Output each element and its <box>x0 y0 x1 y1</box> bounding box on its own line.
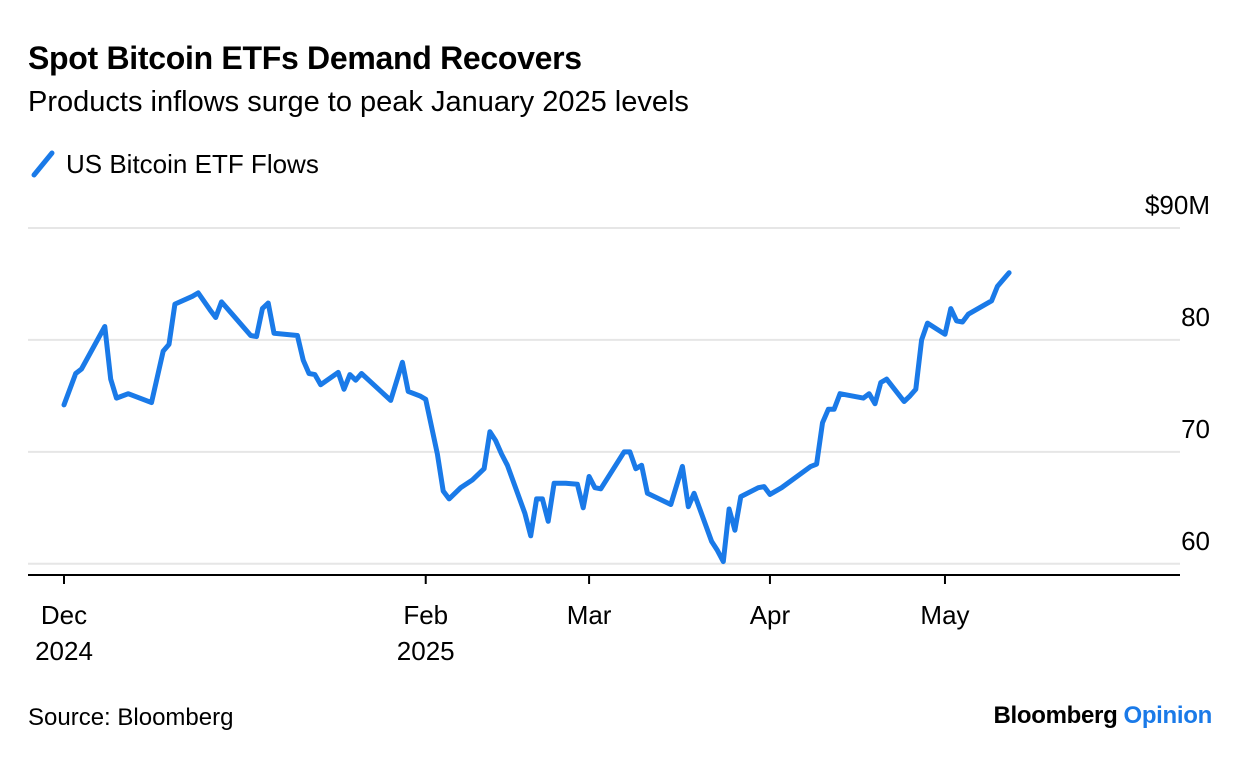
legend: US Bitcoin ETF Flows <box>30 148 319 180</box>
y-tick-label: 80 <box>1181 302 1210 332</box>
y-tick-label: $90M <box>1145 190 1210 220</box>
source-note: Source: Bloomberg <box>28 704 234 731</box>
chart-title: Spot Bitcoin ETFs Demand Recovers <box>28 40 582 76</box>
x-tick-label: May <box>920 600 969 630</box>
series-layer <box>61 270 1012 565</box>
x-tick-label: Mar <box>567 600 612 630</box>
legend-label: US Bitcoin ETF Flows <box>66 148 319 179</box>
x-tick-label: Apr <box>750 600 791 630</box>
series-line-0 <box>61 270 1012 565</box>
x-tick-year-label: 2024 <box>35 636 93 666</box>
y-tick-label: 60 <box>1181 526 1210 556</box>
chart-subtitle: Products inflows surge to peak January 2… <box>28 86 689 118</box>
legend-swatch-icon <box>31 150 55 178</box>
x-tick-year-label: 2025 <box>397 636 455 666</box>
brand-name: Bloomberg <box>993 702 1118 729</box>
y-axis-labels: $90M 80 70 60 <box>1145 190 1210 556</box>
gridlines <box>28 227 1180 565</box>
line-chart: $90M 80 70 60 Dec 2024 Feb 2025 Mar Apr May <box>28 190 1210 666</box>
x-tick-label: Feb <box>403 600 448 630</box>
brand-logo: Bloomberg Opinion <box>993 702 1212 730</box>
y-tick-label: 70 <box>1181 414 1210 444</box>
x-axis: Dec 2024 Feb 2025 Mar Apr May <box>28 574 1180 666</box>
x-tick-label: Dec <box>41 600 87 630</box>
brand-suffix: Opinion <box>1123 702 1212 729</box>
